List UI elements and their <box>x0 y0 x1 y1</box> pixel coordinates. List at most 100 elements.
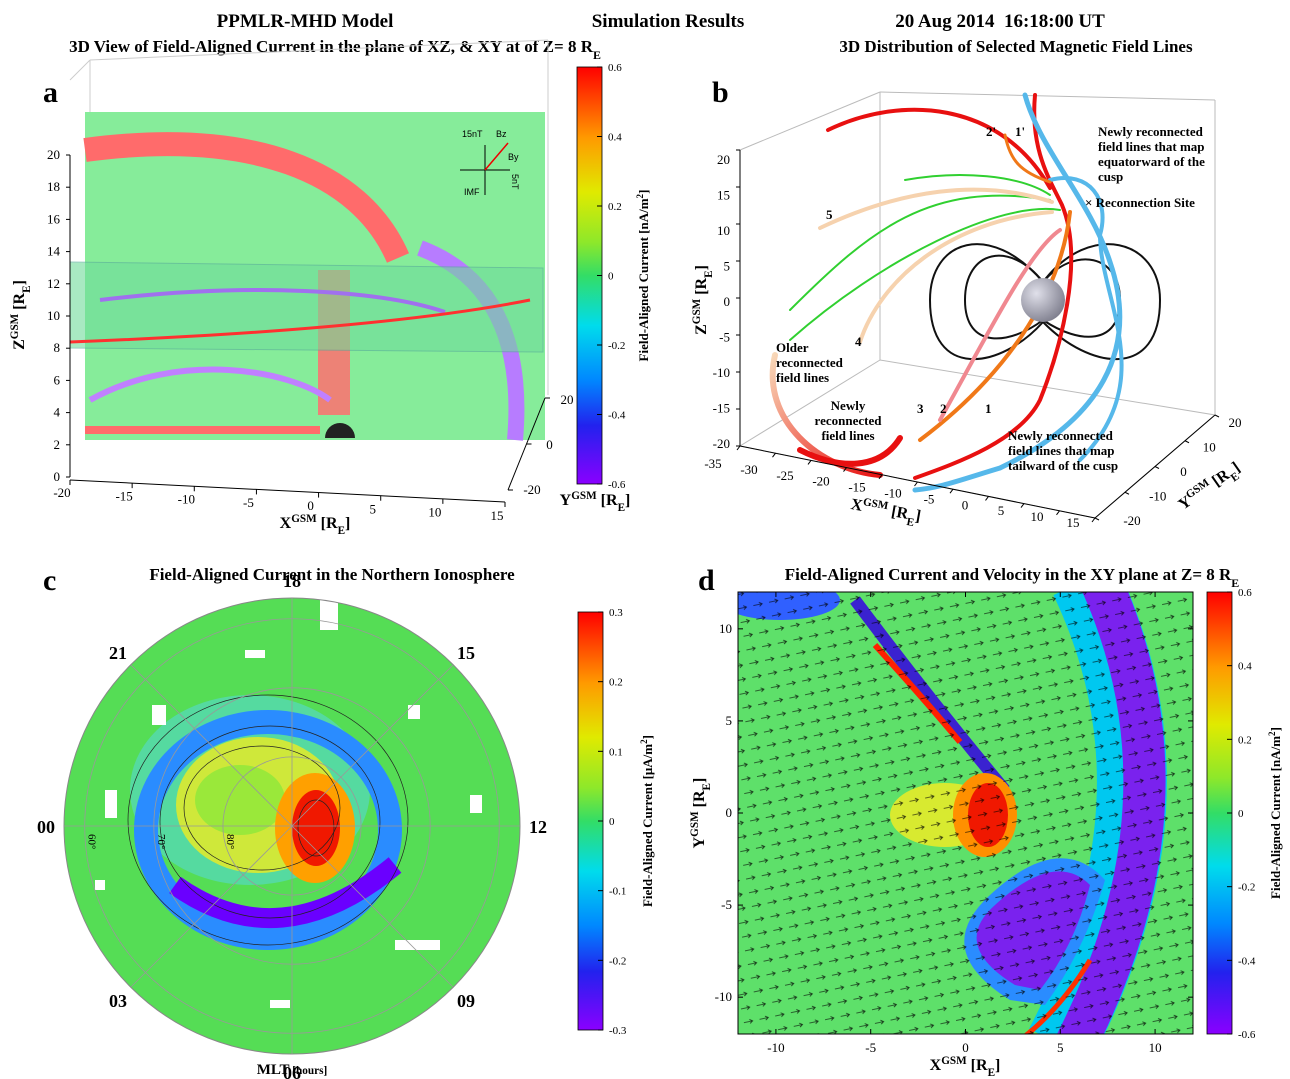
lat-label: 60° <box>86 834 98 849</box>
annotation-line: cusp <box>1098 169 1123 184</box>
z-axis-label-part: Z <box>693 324 710 335</box>
tick-label: 16 <box>47 211 61 226</box>
z-axis-label-part: Z <box>11 339 28 350</box>
y-tick-label: 10 <box>719 621 732 636</box>
x-tick-label: 5 <box>1057 1040 1064 1055</box>
panel-c: c Field-Aligned Current in the Northern I… <box>37 564 655 1079</box>
x-axis-label-part: X <box>930 1057 942 1074</box>
field-line <box>912 92 1123 493</box>
colorbar-tick-label: -0.2 <box>608 340 625 352</box>
inset-label: Bz <box>496 129 507 139</box>
annotation: 4 <box>855 334 862 349</box>
colorbar-label-part: ] <box>640 735 655 739</box>
tick-label: 0 <box>307 498 314 513</box>
mlt-label: 09 <box>457 991 475 1011</box>
tick-label: 6 <box>54 372 61 387</box>
mlt-label: 06 <box>283 1063 301 1079</box>
y-axis-label-part: [R <box>1206 466 1233 492</box>
x-axis-label-part: GSM <box>941 1055 967 1067</box>
tick-label: 20 <box>47 147 60 162</box>
missing-data <box>320 600 338 630</box>
tick-label: 5 <box>369 501 376 516</box>
annotation: × Reconnection Site <box>1085 195 1195 210</box>
field-line <box>1003 133 1052 184</box>
annotation-line: 3 <box>917 401 924 416</box>
x-axis-label-part: [R <box>317 515 338 532</box>
annotation-line: Older <box>776 340 809 355</box>
field-line <box>769 352 883 478</box>
colorbar-label-part: ] <box>636 190 651 194</box>
y-axis-label-part: GSM <box>689 811 701 837</box>
field-line <box>818 187 1054 230</box>
z-axis-label-part: ] <box>11 280 28 285</box>
field-line <box>797 435 903 467</box>
tick-mark <box>1214 414 1220 418</box>
y-axis-label-part: [R <box>691 790 708 811</box>
tick-label: -35 <box>704 456 721 471</box>
contour <box>127 694 409 946</box>
missing-data <box>270 1000 290 1008</box>
annotation: Older reconnected field lines <box>776 340 844 385</box>
colorbar-tick-label: 0.2 <box>1238 734 1252 746</box>
tick-label: 18 <box>47 179 60 194</box>
tick-mark <box>1094 517 1100 521</box>
panel-d: d Field-Aligned Current and Velocity in t… <box>689 564 1283 1079</box>
panel-letter: b <box>712 76 729 109</box>
missing-data <box>470 795 482 813</box>
y-axis-label-part: ] <box>625 492 630 509</box>
tick-mark <box>772 452 776 458</box>
colorbar-label-part: ] <box>1268 727 1283 731</box>
theta-axis-label: MLT [hours] <box>257 1062 328 1078</box>
box-edge <box>739 91 881 151</box>
x-axis-label-part: [R <box>967 1057 988 1074</box>
panel-title-part: Field-Aligned Current in the Northern Io… <box>149 565 515 584</box>
current-band <box>83 132 410 263</box>
tick-label: -5 <box>719 330 730 345</box>
missing-data <box>95 880 105 890</box>
missing-data <box>245 650 265 658</box>
colorbar-label-part: 2 <box>639 739 649 744</box>
annotation-line: 4 <box>855 334 862 349</box>
annotation-line: × Reconnection Site <box>1085 195 1195 210</box>
tick-label: 4 <box>54 405 61 420</box>
colorbar-tick-label: -0.2 <box>609 955 626 967</box>
y-axis-label-part: Y <box>560 492 572 509</box>
panel-title: 3D View of Field-Aligned Current in the … <box>69 37 601 62</box>
field-line <box>858 210 1054 344</box>
mlt-label: 12 <box>529 817 547 837</box>
colorbar-tick-label: 0.3 <box>609 607 623 619</box>
annotation: 2' <box>986 124 996 139</box>
inset-label: 15nT <box>462 129 483 139</box>
field-line <box>938 228 1062 422</box>
tick-mark <box>1091 517 1096 523</box>
lat-label: 70° <box>155 834 167 849</box>
x-tick-label: -10 <box>767 1040 784 1055</box>
tick-label: 5 <box>724 259 731 274</box>
field-line <box>789 194 1051 311</box>
tick-label: -20 <box>53 485 70 500</box>
x-axis-label-part: E <box>338 525 345 537</box>
tick-mark <box>878 474 883 480</box>
tick-label: 10 <box>1203 440 1216 455</box>
y-axis-label-part: ] <box>691 778 708 783</box>
axis-line <box>69 479 506 503</box>
colorbar-tick-label: 0.6 <box>1238 587 1252 599</box>
y-tick-label: -10 <box>715 989 732 1004</box>
annotation: Newly reconnected field lines that map tai… <box>1008 428 1118 473</box>
colorbar-tick-label: -0.4 <box>608 410 626 422</box>
tick-mark <box>1184 440 1190 444</box>
annotation: 1 <box>985 401 992 416</box>
grid-spoke <box>130 664 293 827</box>
field-line <box>913 93 1074 480</box>
annotation: 2 <box>940 401 947 416</box>
current-band <box>99 288 446 314</box>
tick-label: -10 <box>178 492 195 507</box>
colorbar-label-part: Field-Aligned Current [nA/m <box>1268 736 1283 899</box>
panel-a: a 3D View of Field-Aligned Current in the… <box>9 37 651 537</box>
tick-label: 0 <box>54 469 61 484</box>
x-axis-label: XGSM [RE] <box>930 1055 1001 1079</box>
annotation-line: 1' <box>1015 124 1025 139</box>
lat-label: 80° <box>224 834 236 849</box>
z-axis-label: ZGSM [RE] <box>9 280 33 350</box>
x-tick-label: 0 <box>962 1040 969 1055</box>
